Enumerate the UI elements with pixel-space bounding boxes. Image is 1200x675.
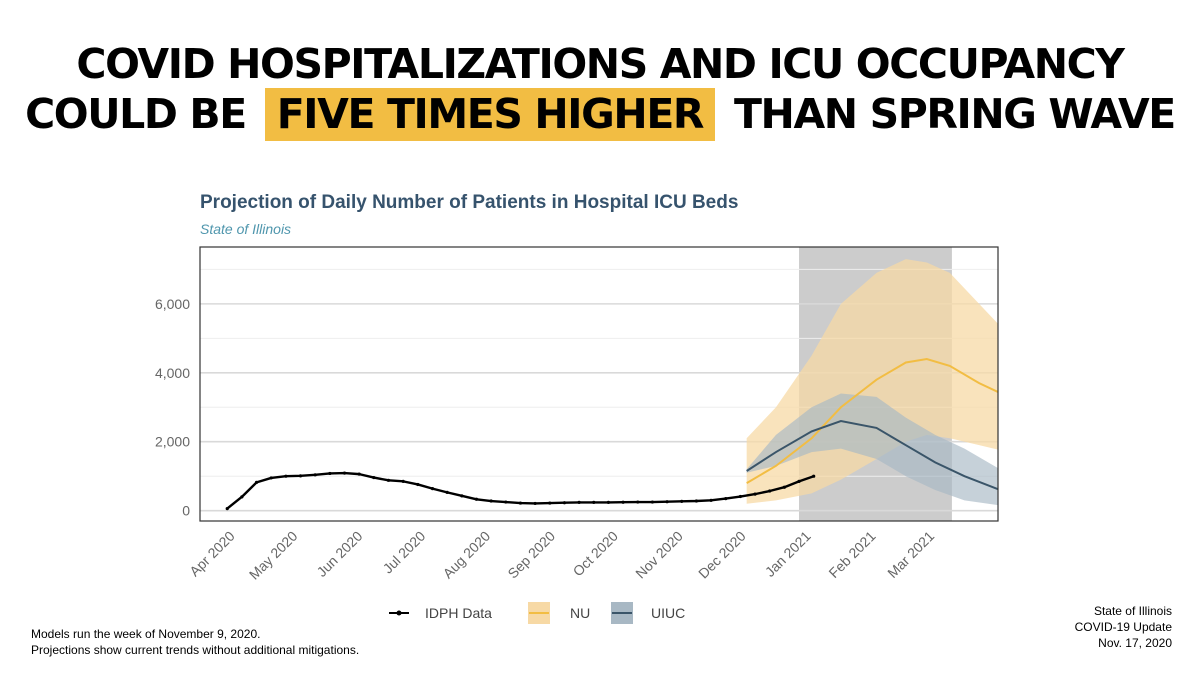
idph-data-point <box>812 474 816 478</box>
plot-frame <box>199 246 999 522</box>
chart-legend: IDPH Data NU UIUC <box>389 602 685 624</box>
x-tick-label: Mar 2021 <box>884 528 937 581</box>
idph-data-point <box>313 473 317 477</box>
idph-data-point <box>548 501 552 505</box>
idph-data-point <box>636 500 640 504</box>
idph-data-point <box>621 500 625 504</box>
idph-data-point <box>606 500 611 504</box>
idph-data-point <box>342 471 347 475</box>
idph-data-point <box>533 501 537 506</box>
idph-data-point <box>225 506 229 511</box>
y-tick-label: 6,000 <box>155 296 190 312</box>
chart-title: Projection of Daily Number of Patients i… <box>200 192 739 213</box>
legend-label-uiuc: UIUC <box>651 605 685 621</box>
idph-data-point <box>460 494 464 498</box>
idph-data-point <box>372 475 376 480</box>
idph-data-point <box>782 485 786 489</box>
headline-line-1: COVID HOSPITALIZATIONS AND ICU OCCUPANCY <box>76 40 1125 88</box>
x-tick-label: Oct 2020 <box>570 528 622 580</box>
chart-subtitle: State of Illinois <box>200 221 292 237</box>
idph-data-point <box>518 501 523 505</box>
uiuc-confidence-band <box>746 393 998 506</box>
data-layer <box>225 259 998 511</box>
y-tick-label: 2,000 <box>155 434 190 450</box>
legend-label-idph: IDPH Data <box>425 605 492 621</box>
x-tick-label: Dec 2020 <box>695 528 749 582</box>
idph-data-point <box>797 479 801 483</box>
x-tick-label: Apr 2020 <box>186 528 238 580</box>
y-tick-label: 4,000 <box>155 365 190 381</box>
x-tick-label: Feb 2021 <box>825 528 878 581</box>
footnote-projections: Projections show current trends without … <box>31 643 360 657</box>
idph-data-point <box>445 490 449 494</box>
idph-data-point <box>489 499 493 503</box>
headline-line-2: COULD BE FIVE TIMES HIGHER THAN SPRING W… <box>0 88 1200 141</box>
x-tick-label: Aug 2020 <box>440 528 494 582</box>
idph-data-point <box>753 492 757 496</box>
legend-dot-idph <box>396 610 402 616</box>
credit-date: Nov. 17, 2020 <box>1098 636 1172 650</box>
idph-data-point <box>240 495 244 499</box>
idph-data-point <box>562 501 567 505</box>
idph-data-point <box>665 500 669 504</box>
nu-series-line <box>746 357 998 484</box>
idph-data-point <box>768 489 772 493</box>
idph-data-point <box>650 500 655 504</box>
legend-label-nu: NU <box>570 605 590 621</box>
credit-state: State of Illinois <box>1093 604 1172 618</box>
x-tick-label: Sep 2020 <box>504 528 558 582</box>
credit-update: COVID-19 Update <box>1074 620 1172 634</box>
x-tick-label: Jun 2020 <box>313 528 365 580</box>
idph-data-point <box>738 494 742 499</box>
idph-data-point <box>416 482 420 487</box>
x-tick-label: May 2020 <box>246 528 301 583</box>
idph-data-point <box>284 474 288 478</box>
idph-data-point <box>328 471 332 476</box>
y-tick-label: 0 <box>182 503 190 519</box>
idph-data-point <box>504 500 508 504</box>
idph-data-point <box>724 496 728 501</box>
idph-data-point <box>357 472 361 476</box>
idph-data-point <box>680 499 684 503</box>
x-tick-label: Jul 2020 <box>380 528 429 577</box>
idph-data-point <box>401 479 405 483</box>
idph-data-point <box>577 500 581 504</box>
idph-data-point <box>269 476 273 480</box>
idph-data-point <box>298 474 303 478</box>
x-tick-label: Nov 2020 <box>632 528 686 582</box>
headline-line-2-start: COULD BE <box>25 90 247 138</box>
idph-data-point <box>254 480 259 484</box>
idph-data-point <box>474 497 479 501</box>
x-tick-label: Jan 2021 <box>762 528 814 580</box>
idph-data-point <box>430 487 435 491</box>
idph-data-point <box>709 498 713 502</box>
idph-data-point <box>386 478 391 482</box>
headline-highlight: FIVE TIMES HIGHER <box>264 88 716 141</box>
headline-line-2-end: THAN SPRING WAVE <box>733 90 1176 138</box>
footnote-models-run: Models run the week of November 9, 2020. <box>31 627 261 641</box>
idph-data-point <box>592 500 596 504</box>
uiuc-series-line <box>746 420 998 491</box>
idph-data-point <box>694 499 698 503</box>
